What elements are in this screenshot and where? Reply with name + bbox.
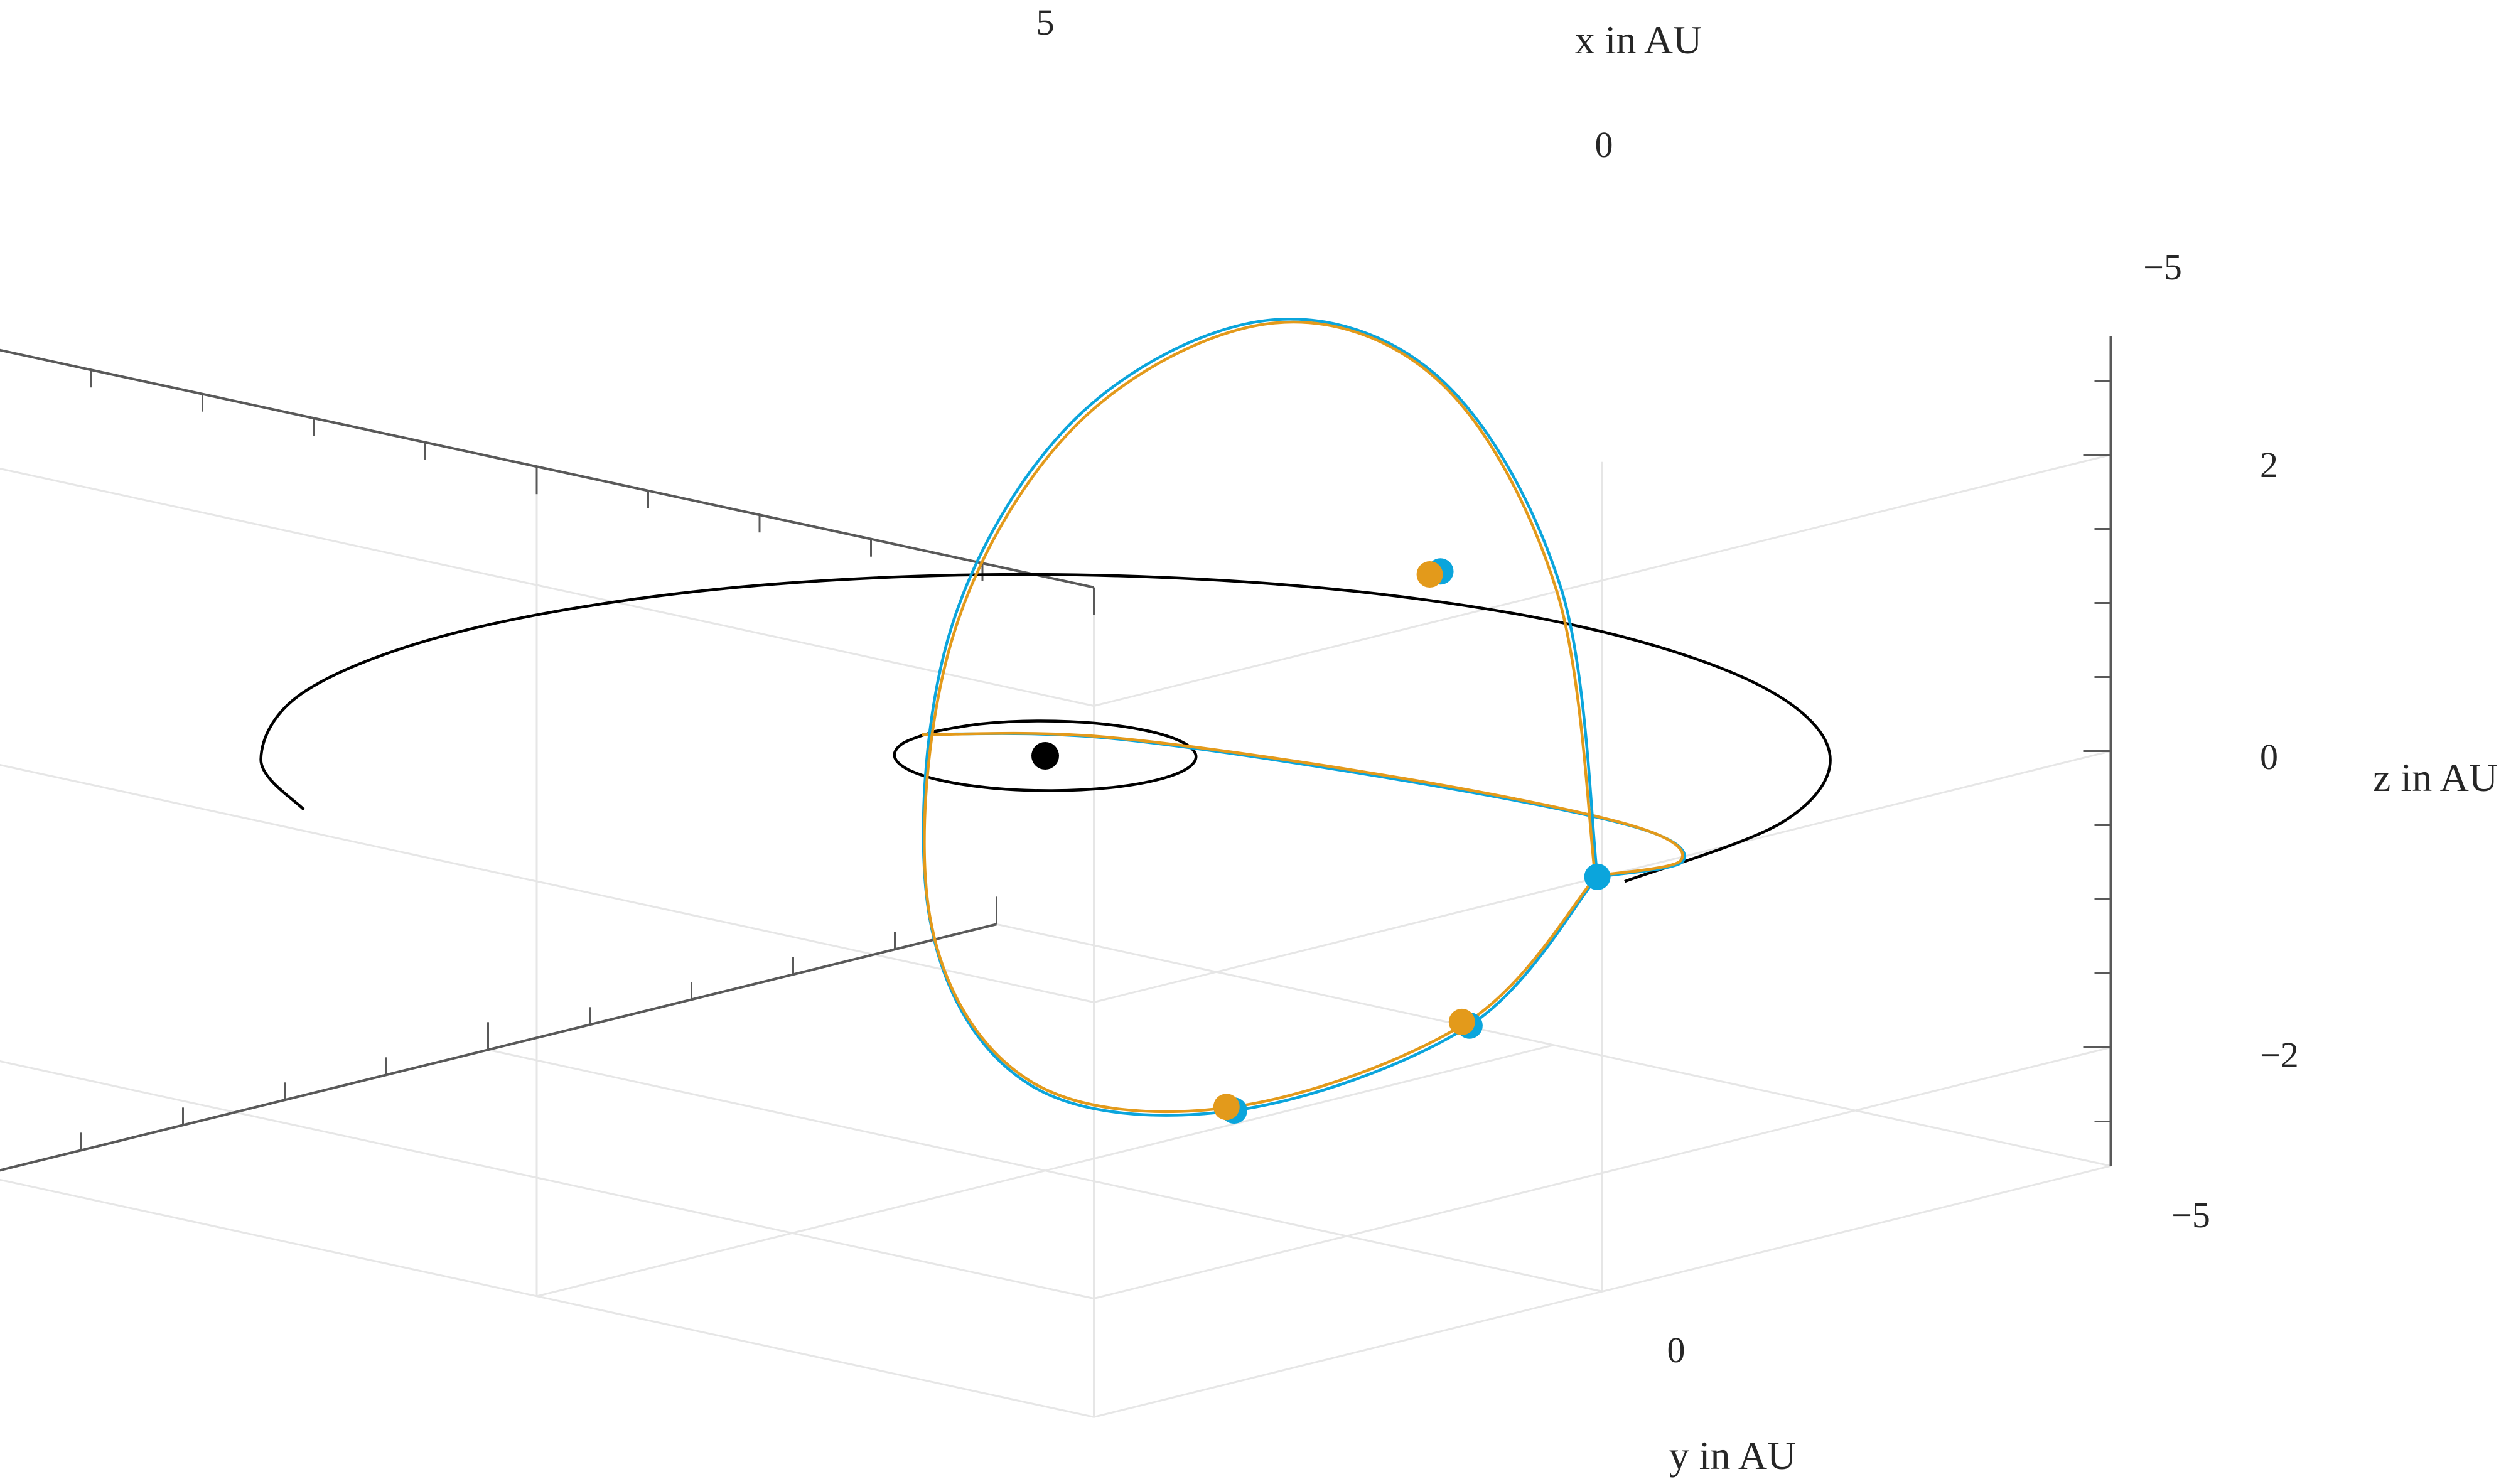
grid-line [0,1060,1094,1299]
y-tick-label: 0 [1667,1330,1686,1370]
series [259,318,1832,1117]
grid-line [996,923,2111,1167]
blue-marker [1584,863,1611,890]
y-tick-label: −5 [2171,1195,2210,1235]
black-orbit-line [893,719,1198,792]
y-axis-line [0,923,997,1172]
x-axis-line [0,348,1094,589]
axes [0,336,2112,1172]
grid-line [1094,1046,2111,1299]
y-axis-label: y in AU [1669,1433,1797,1478]
x-tick-label: −5 [2143,247,2182,288]
x-tick-label: 5 [1036,2,1055,43]
grid-line [0,1178,1094,1418]
orange-trajectory-line [922,731,1684,878]
markers [1031,558,1611,1124]
grid-line [0,764,1094,1003]
orange-orbit-line [923,320,1597,1114]
grid-lines [0,336,2112,1418]
z-axis-label: z in AU [2373,755,2498,800]
grid-line [1094,454,2111,707]
blue-orbit-line [922,318,1599,1117]
grid-line [488,1048,1603,1293]
z-tick-label: 0 [2260,736,2278,777]
black-orbit-line [259,573,1832,883]
orange-marker [1416,561,1443,588]
z-tick-label: −2 [2260,1035,2299,1075]
black-marker [1031,742,1059,770]
z-tick-label: 2 [2260,444,2278,485]
x-axis-label: x in AU [1575,18,1702,62]
orange-marker [1213,1094,1240,1121]
x-tick-label: 0 [1595,124,1613,165]
grid-line [0,468,1094,707]
orange-marker [1448,1008,1475,1035]
